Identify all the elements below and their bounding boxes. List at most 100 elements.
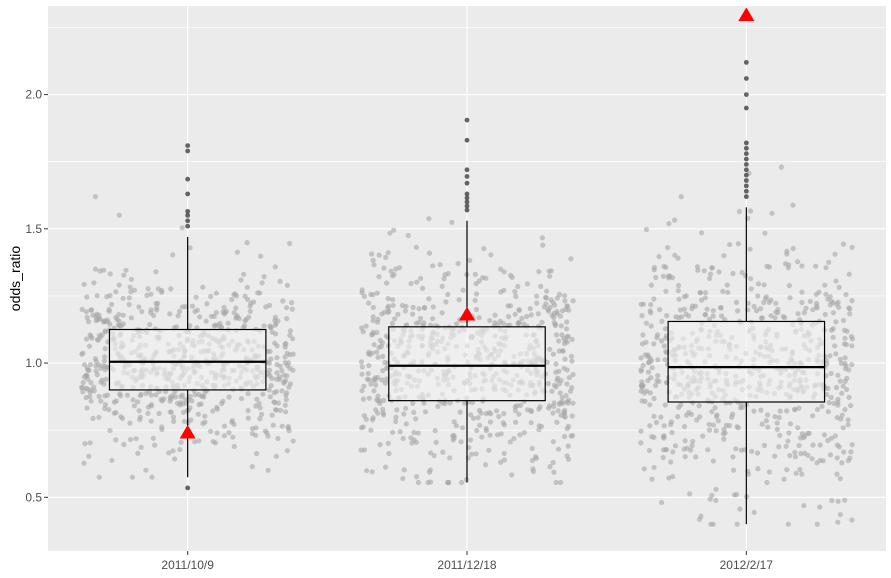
jitter-point [233,315,239,321]
jitter-point [238,277,244,283]
jitter-point [241,271,247,277]
jitter-point [392,316,398,322]
jitter-point [450,437,456,443]
jitter-point [233,305,239,311]
jitter-point [840,383,846,389]
jitter-point [817,442,823,448]
jitter-point [90,415,96,421]
outlier-point [185,143,191,149]
jitter-point [445,291,451,298]
outlier-point [743,172,749,178]
jitter-point [370,314,376,320]
jitter-point [245,408,251,414]
jitter-point [148,392,154,398]
jitter-point [440,449,446,455]
jitter-point [814,300,820,306]
jitter-point [368,291,374,297]
jitter-point [111,399,117,405]
jitter-point [755,466,761,472]
jitter-point [86,319,92,325]
box-iqr [667,320,826,403]
jitter-point [799,471,805,477]
jitter-point [435,403,441,409]
jitter-point [801,310,808,316]
jitter-point [371,342,377,348]
jitter-point [838,360,844,366]
jitter-point [639,383,645,389]
jitter-point [715,418,721,424]
jitter-point [374,329,380,336]
jitter-point [285,425,291,431]
jitter-point [662,326,669,332]
jitter-point [385,305,391,311]
jitter-point [128,276,134,282]
jitter-point [151,312,157,319]
jitter-point [640,301,647,307]
jitter-point [284,316,290,322]
jitter-point [825,385,831,391]
jitter-point [182,396,188,402]
jitter-point [834,455,840,461]
boxplots [108,59,826,525]
jitter-point [166,450,172,456]
jitter-point [131,287,137,293]
jitter-point [273,331,279,337]
jitter-point [765,424,771,430]
jitter-point [187,245,193,251]
jitter-point [283,409,289,415]
jitter-point [415,479,421,486]
jitter-point [676,296,682,302]
jitter-point [737,506,743,512]
jitter-point [400,475,406,482]
jitter-point [390,297,396,303]
jitter-point [512,404,518,410]
jitter-point [145,410,151,416]
jitter-point [289,306,295,312]
jitter-point [101,358,107,364]
jitter-point [257,416,263,422]
jitter-point [519,315,525,321]
jitter-point [781,476,787,482]
jitter-point [841,449,847,455]
jitter-point [266,370,272,376]
jitter-point [439,310,445,316]
jitter-point [486,447,492,453]
jitter-point [849,298,855,304]
jitter-point [663,335,669,341]
jitter-point [828,370,834,377]
jitter-point [810,413,816,419]
jitter-point [787,453,793,459]
jitter-point [192,308,198,315]
jitter-point [833,319,839,325]
jitter-point [144,292,150,298]
jitter-point [358,359,365,365]
jitter-point [662,357,668,363]
jitter-point [655,373,661,379]
jitter-point [363,323,369,329]
jitter-point [498,266,504,272]
jitter-point [281,372,287,378]
jitter-point [512,311,518,317]
jitter-point [694,417,700,423]
jitter-point [562,293,568,299]
jitter-point [817,504,823,510]
jitter-point [212,440,219,446]
jitter-point [840,317,847,323]
jitter-point [281,380,287,386]
jitter-point [557,291,563,297]
jitter-point [167,398,173,404]
jitter-point [839,412,845,418]
jitter-point [839,460,845,466]
jitter-point [565,333,571,339]
jitter-point [459,425,466,431]
jitter-point [683,311,689,317]
jitter-point [755,293,761,299]
jitter-point [170,414,177,420]
jitter-point [670,449,676,455]
jitter-point [742,273,749,279]
jitter-point [274,355,280,361]
jitter-point [375,316,381,322]
jitter-point [115,322,122,328]
jitter-point [150,435,156,441]
